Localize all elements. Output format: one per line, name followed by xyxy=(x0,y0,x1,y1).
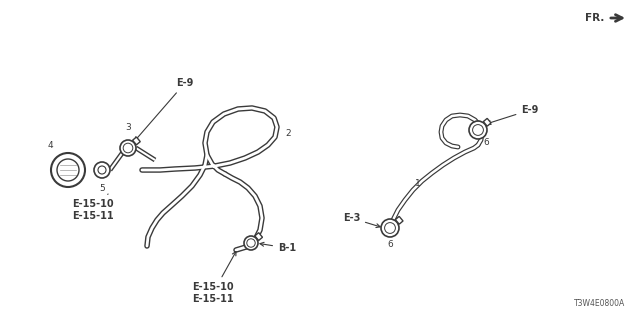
Text: E-9: E-9 xyxy=(134,78,194,141)
Bar xyxy=(483,118,491,126)
Text: 5: 5 xyxy=(99,183,105,193)
Bar xyxy=(396,216,403,224)
Bar xyxy=(132,137,140,145)
Circle shape xyxy=(51,153,85,187)
Text: 6: 6 xyxy=(387,239,393,249)
Text: E-9: E-9 xyxy=(487,105,539,124)
Circle shape xyxy=(120,140,136,156)
Text: B-1: B-1 xyxy=(260,242,296,253)
Circle shape xyxy=(94,162,110,178)
Text: E-15-10
E-15-11: E-15-10 E-15-11 xyxy=(192,252,236,304)
Bar xyxy=(255,233,262,240)
Text: T3W4E0800A: T3W4E0800A xyxy=(573,299,625,308)
Circle shape xyxy=(381,219,399,237)
Text: FR.: FR. xyxy=(584,13,604,23)
Text: 1: 1 xyxy=(415,179,421,188)
Circle shape xyxy=(244,236,258,250)
Text: E-3: E-3 xyxy=(342,213,380,228)
Text: 2: 2 xyxy=(285,129,291,138)
Text: E-15-10
E-15-11: E-15-10 E-15-11 xyxy=(72,194,114,221)
Text: 4: 4 xyxy=(47,140,53,149)
Text: 6: 6 xyxy=(483,138,489,147)
Text: 3: 3 xyxy=(125,123,131,132)
Circle shape xyxy=(469,121,487,139)
